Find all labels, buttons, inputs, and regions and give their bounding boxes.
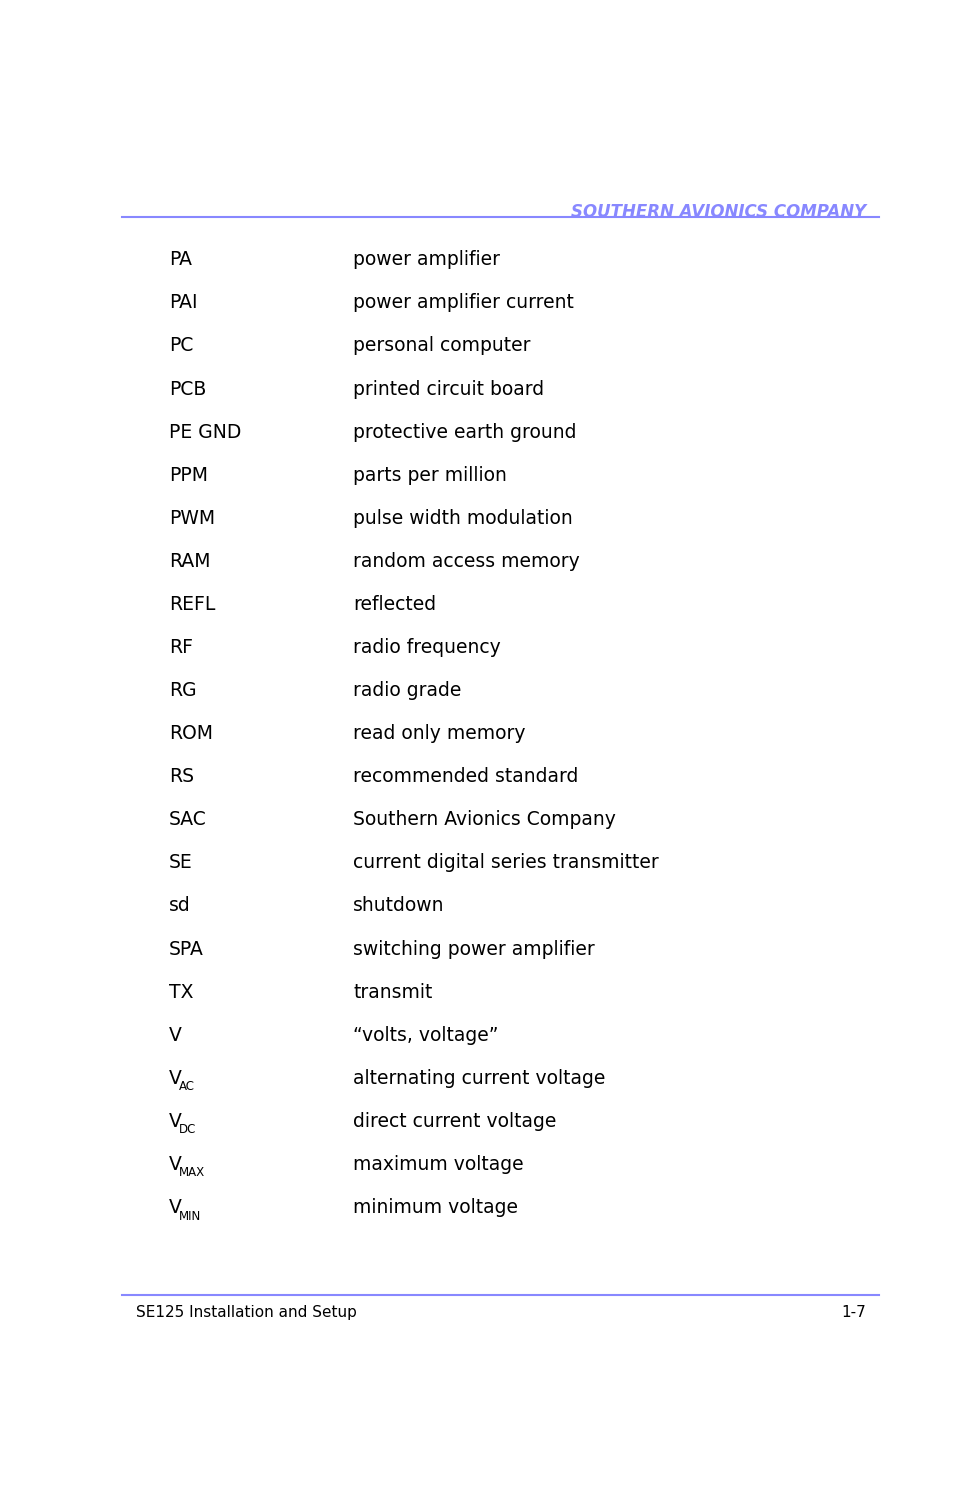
Text: protective earth ground: protective earth ground: [353, 422, 576, 442]
Text: V: V: [169, 1198, 182, 1217]
Text: sd: sd: [169, 897, 191, 916]
Text: shutdown: shutdown: [353, 897, 445, 916]
Text: switching power amplifier: switching power amplifier: [353, 940, 595, 958]
Text: PC: PC: [169, 336, 193, 355]
Text: parts per million: parts per million: [353, 466, 507, 485]
Text: personal computer: personal computer: [353, 336, 531, 355]
Text: V: V: [169, 1025, 182, 1044]
Text: PCB: PCB: [169, 379, 206, 398]
Text: RAM: RAM: [169, 552, 211, 571]
Text: alternating current voltage: alternating current voltage: [353, 1068, 606, 1088]
Text: “volts, voltage”: “volts, voltage”: [353, 1025, 498, 1044]
Text: SE125 Installation and Setup: SE125 Installation and Setup: [136, 1306, 357, 1320]
Text: RG: RG: [169, 680, 196, 700]
Text: AC: AC: [179, 1080, 195, 1094]
Text: maximum voltage: maximum voltage: [353, 1155, 524, 1174]
Text: SE: SE: [169, 853, 192, 873]
Text: MAX: MAX: [179, 1167, 205, 1180]
Text: V: V: [169, 1068, 182, 1088]
Text: RF: RF: [169, 639, 193, 656]
Text: read only memory: read only memory: [353, 724, 526, 743]
Text: printed circuit board: printed circuit board: [353, 379, 544, 398]
Text: direct current voltage: direct current voltage: [353, 1112, 557, 1131]
Text: 1-7: 1-7: [841, 1306, 866, 1320]
Text: V: V: [169, 1112, 182, 1131]
Text: reflected: reflected: [353, 595, 436, 613]
Text: RS: RS: [169, 767, 194, 786]
Text: SPA: SPA: [169, 940, 204, 958]
Text: MIN: MIN: [179, 1210, 201, 1222]
Text: radio grade: radio grade: [353, 680, 461, 700]
Text: minimum voltage: minimum voltage: [353, 1198, 518, 1217]
Text: power amplifier: power amplifier: [353, 251, 500, 269]
Text: SAC: SAC: [169, 810, 207, 830]
Text: PA: PA: [169, 251, 192, 269]
Text: Southern Avionics Company: Southern Avionics Company: [353, 810, 616, 830]
Text: PWM: PWM: [169, 509, 215, 528]
Text: pulse width modulation: pulse width modulation: [353, 509, 573, 528]
Text: SOUTHERN AVIONICS COMPANY: SOUTHERN AVIONICS COMPANY: [571, 203, 866, 221]
Text: current digital series transmitter: current digital series transmitter: [353, 853, 658, 873]
Text: DC: DC: [179, 1123, 196, 1137]
Text: PE GND: PE GND: [169, 422, 241, 442]
Text: transmit: transmit: [353, 983, 433, 1001]
Text: radio frequency: radio frequency: [353, 639, 501, 656]
Text: power amplifier current: power amplifier current: [353, 294, 573, 312]
Text: V: V: [169, 1155, 182, 1174]
Text: ROM: ROM: [169, 724, 213, 743]
Text: REFL: REFL: [169, 595, 216, 613]
Text: recommended standard: recommended standard: [353, 767, 578, 786]
Text: TX: TX: [169, 983, 193, 1001]
Text: PPM: PPM: [169, 466, 208, 485]
Text: random access memory: random access memory: [353, 552, 579, 571]
Text: PAI: PAI: [169, 294, 197, 312]
